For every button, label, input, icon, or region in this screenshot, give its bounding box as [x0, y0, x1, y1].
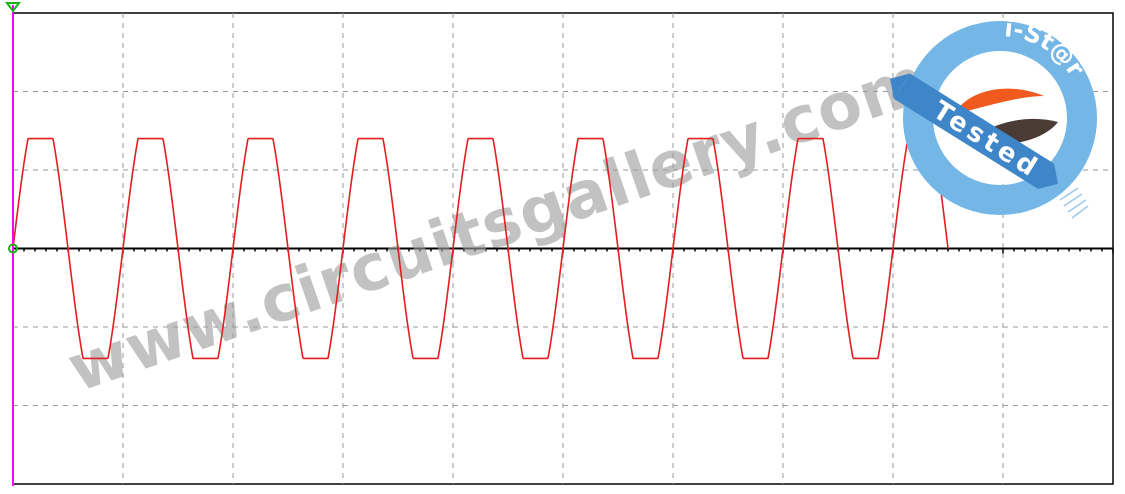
signal-trace: [12, 137, 949, 360]
trigger-marker-icon[interactable]: [5, 2, 21, 13]
tested-stamp-icon: i-St@r Tested: [890, 14, 1097, 219]
grid: [13, 13, 1113, 484]
ground-marker-icon[interactable]: [8, 243, 18, 254]
